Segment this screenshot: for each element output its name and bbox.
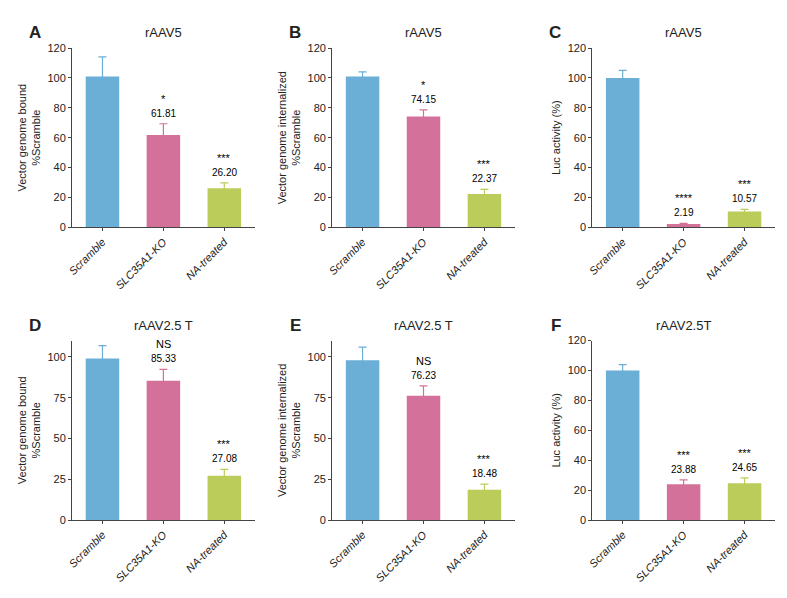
svg-text:75: 75 xyxy=(314,392,326,404)
svg-text:***: *** xyxy=(217,438,231,450)
svg-text:SLC35A1-KO: SLC35A1-KO xyxy=(633,528,689,584)
svg-text:NA-treated: NA-treated xyxy=(444,235,491,282)
svg-text:NA-treated: NA-treated xyxy=(444,528,491,575)
svg-text:rAAV5: rAAV5 xyxy=(665,25,702,40)
svg-text:SLC35A1-KO: SLC35A1-KO xyxy=(633,236,689,292)
svg-text:D: D xyxy=(29,316,41,335)
svg-text:23.88: 23.88 xyxy=(671,464,696,475)
svg-text:74.15: 74.15 xyxy=(411,94,436,105)
svg-text:85.33: 85.33 xyxy=(151,353,176,364)
svg-text:Scramble: Scramble xyxy=(587,529,628,570)
svg-text:rAAV2.5 T: rAAV2.5 T xyxy=(394,318,453,333)
svg-text:Vector genome bound%Scramble: Vector genome bound%Scramble xyxy=(16,376,42,484)
svg-text:Scramble: Scramble xyxy=(327,236,368,277)
svg-text:SLC35A1-KO: SLC35A1-KO xyxy=(373,528,429,584)
svg-text:22.37: 22.37 xyxy=(472,173,497,184)
svg-text:Scramble: Scramble xyxy=(66,236,107,277)
svg-text:26.20: 26.20 xyxy=(212,167,237,178)
svg-text:25: 25 xyxy=(54,473,66,485)
svg-text:NS: NS xyxy=(416,355,431,367)
svg-text:NS: NS xyxy=(156,338,171,350)
svg-text:60: 60 xyxy=(54,132,66,144)
svg-text:NA-treated: NA-treated xyxy=(704,528,751,575)
svg-text:25: 25 xyxy=(314,473,326,485)
svg-text:***: *** xyxy=(477,158,491,170)
svg-text:100: 100 xyxy=(568,364,586,376)
svg-text:100: 100 xyxy=(308,72,326,84)
svg-text:Luc activity (%): Luc activity (%) xyxy=(550,393,562,468)
svg-text:80: 80 xyxy=(54,102,66,114)
svg-text:E: E xyxy=(290,316,301,335)
svg-text:120: 120 xyxy=(568,42,586,54)
svg-text:NA-treated: NA-treated xyxy=(184,528,231,575)
svg-text:100: 100 xyxy=(568,72,586,84)
svg-text:20: 20 xyxy=(314,191,326,203)
svg-text:20: 20 xyxy=(574,484,586,496)
svg-text:***: *** xyxy=(738,447,752,459)
svg-text:SLC35A1-KO: SLC35A1-KO xyxy=(113,236,169,292)
svg-text:120: 120 xyxy=(47,42,65,54)
svg-text:18.48: 18.48 xyxy=(472,468,497,479)
svg-text:0: 0 xyxy=(580,221,586,233)
svg-text:Vector genome internalized%Scr: Vector genome internalized%Scramble xyxy=(276,364,302,497)
svg-text:***: *** xyxy=(738,178,752,190)
svg-text:100: 100 xyxy=(308,351,326,363)
svg-text:0: 0 xyxy=(60,514,66,526)
svg-text:100: 100 xyxy=(47,72,65,84)
svg-text:rAAV5: rAAV5 xyxy=(145,25,182,40)
svg-text:*: * xyxy=(421,79,426,91)
svg-text:0: 0 xyxy=(580,514,586,526)
svg-text:NA-treated: NA-treated xyxy=(184,235,231,282)
svg-text:80: 80 xyxy=(574,394,586,406)
svg-text:60: 60 xyxy=(314,132,326,144)
svg-text:***: *** xyxy=(217,152,231,164)
svg-text:rAAV2.5T: rAAV2.5T xyxy=(656,318,711,333)
svg-text:****: **** xyxy=(675,192,693,204)
svg-text:50: 50 xyxy=(314,432,326,444)
svg-text:F: F xyxy=(551,316,561,335)
svg-text:Scramble: Scramble xyxy=(587,236,628,277)
svg-text:61.81: 61.81 xyxy=(151,108,176,119)
svg-text:NA-treated: NA-treated xyxy=(704,235,751,282)
svg-text:10.57: 10.57 xyxy=(732,193,757,204)
svg-text:40: 40 xyxy=(574,161,586,173)
svg-text:SLC35A1-KO: SLC35A1-KO xyxy=(373,236,429,292)
svg-text:B: B xyxy=(289,23,301,42)
svg-text:60: 60 xyxy=(574,132,586,144)
svg-text:rAAV5: rAAV5 xyxy=(405,25,442,40)
svg-text:20: 20 xyxy=(54,191,66,203)
svg-text:0: 0 xyxy=(320,221,326,233)
svg-text:27.08: 27.08 xyxy=(212,453,237,464)
svg-text:80: 80 xyxy=(314,102,326,114)
svg-text:120: 120 xyxy=(568,334,586,346)
svg-text:40: 40 xyxy=(314,161,326,173)
svg-text:0: 0 xyxy=(320,514,326,526)
svg-text:75: 75 xyxy=(54,392,66,404)
svg-text:Scramble: Scramble xyxy=(327,529,368,570)
svg-text:C: C xyxy=(549,23,561,42)
svg-text:0: 0 xyxy=(60,221,66,233)
svg-text:***: *** xyxy=(477,453,491,465)
svg-text:24.65: 24.65 xyxy=(732,462,757,473)
svg-text:*: * xyxy=(161,93,166,105)
svg-text:A: A xyxy=(29,23,41,42)
svg-text:Luc activity (%): Luc activity (%) xyxy=(550,100,562,175)
svg-text:2.19: 2.19 xyxy=(674,207,694,218)
svg-text:76.23: 76.23 xyxy=(411,370,436,381)
svg-text:40: 40 xyxy=(54,161,66,173)
svg-text:***: *** xyxy=(677,449,691,461)
svg-text:rAAV2.5 T: rAAV2.5 T xyxy=(134,318,193,333)
svg-text:50: 50 xyxy=(54,432,66,444)
svg-text:120: 120 xyxy=(308,42,326,54)
svg-text:100: 100 xyxy=(47,351,65,363)
svg-text:60: 60 xyxy=(574,424,586,436)
svg-text:Vector genome bound%Scramble: Vector genome bound%Scramble xyxy=(16,84,42,192)
svg-text:Vector genome internalized%Scr: Vector genome internalized%Scramble xyxy=(276,71,302,204)
svg-text:20: 20 xyxy=(574,191,586,203)
svg-text:SLC35A1-KO: SLC35A1-KO xyxy=(113,528,169,584)
svg-text:80: 80 xyxy=(574,102,586,114)
svg-text:40: 40 xyxy=(574,454,586,466)
svg-text:Scramble: Scramble xyxy=(66,529,107,570)
